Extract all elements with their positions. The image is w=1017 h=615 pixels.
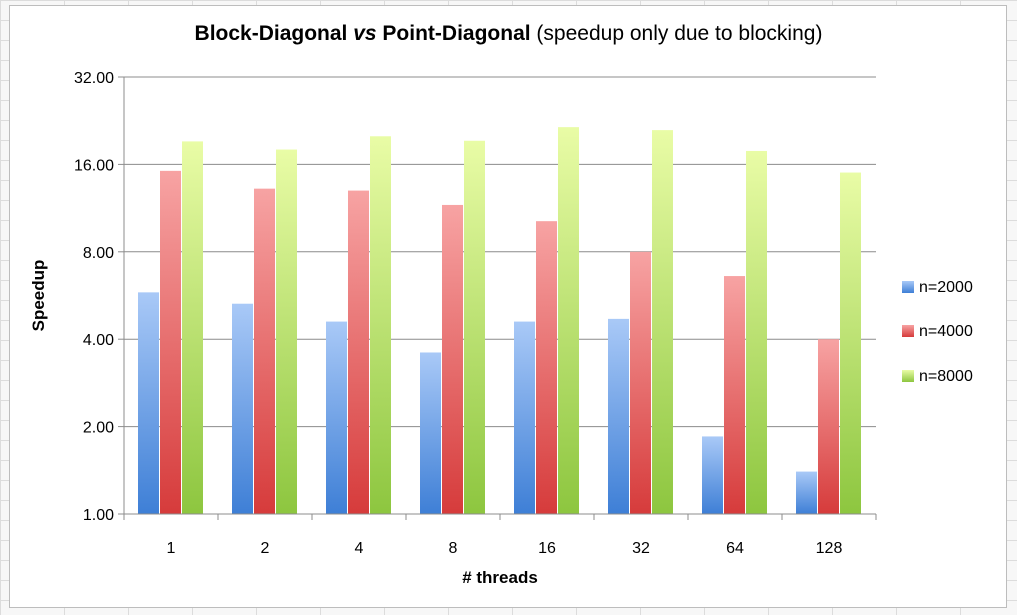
x-axis-title: # threads bbox=[462, 568, 538, 587]
chart-title-part: Point-Diagonal bbox=[376, 22, 531, 45]
bar-n=8000-1 bbox=[182, 141, 203, 514]
bar-n=2000-1 bbox=[138, 292, 159, 514]
bar-n=2000-64 bbox=[702, 436, 723, 514]
bar-n=4000-16 bbox=[536, 221, 557, 514]
legend-swatch-n=4000 bbox=[902, 325, 914, 337]
y-tick-label: 8.00 bbox=[83, 245, 114, 262]
bar-n=4000-32 bbox=[630, 251, 651, 515]
legend-label: n=2000 bbox=[919, 279, 973, 296]
bar-n=4000-8 bbox=[442, 204, 463, 514]
legend-swatch-n=8000 bbox=[902, 370, 914, 382]
y-tick-label: 1.00 bbox=[83, 507, 114, 524]
chart-title-part: (speedup only due to blocking) bbox=[530, 22, 823, 45]
bar-n=4000-64 bbox=[724, 276, 745, 514]
x-tick-label: 8 bbox=[449, 540, 458, 557]
bar-n=4000-2 bbox=[254, 188, 275, 514]
legend-label: n=4000 bbox=[919, 323, 973, 340]
y-axis-title: Speedup bbox=[29, 260, 48, 332]
x-tick-label: 4 bbox=[355, 540, 364, 557]
x-tick-label: 128 bbox=[816, 540, 843, 557]
bar-n=2000-2 bbox=[232, 303, 253, 514]
x-tick-label: 64 bbox=[726, 540, 744, 557]
legend-label: n=8000 bbox=[919, 368, 973, 385]
bar-n=8000-4 bbox=[370, 136, 391, 514]
bar-n=8000-16 bbox=[558, 127, 579, 514]
bar-n=8000-32 bbox=[652, 130, 673, 514]
bar-n=4000-4 bbox=[348, 190, 369, 514]
bar-n=2000-32 bbox=[608, 318, 629, 514]
y-tick-label: 4.00 bbox=[83, 332, 114, 349]
bar-n=4000-128 bbox=[818, 339, 839, 514]
x-tick-label: 1 bbox=[167, 540, 176, 557]
bar-n=2000-8 bbox=[420, 352, 441, 514]
legend-swatch-n=2000 bbox=[902, 281, 914, 293]
chart-title-part: Block-Diagonal bbox=[194, 22, 354, 45]
bar-n=8000-2 bbox=[276, 149, 297, 514]
chart-title: Block-Diagonal vs Point-Diagonal (speedu… bbox=[0, 22, 1017, 46]
chart-title-part: vs bbox=[353, 22, 377, 45]
x-tick-label: 32 bbox=[632, 540, 650, 557]
bar-n=8000-64 bbox=[746, 150, 767, 515]
y-tick-label: 16.00 bbox=[74, 157, 114, 174]
bar-n=8000-128 bbox=[840, 172, 861, 514]
x-tick-label: 2 bbox=[261, 540, 270, 557]
bar-n=2000-16 bbox=[514, 321, 535, 514]
y-tick-label: 2.00 bbox=[83, 420, 114, 437]
bar-n=2000-4 bbox=[326, 321, 347, 514]
bar-n=4000-1 bbox=[160, 170, 181, 514]
bar-n=8000-8 bbox=[464, 140, 485, 514]
x-tick-label: 16 bbox=[538, 540, 556, 557]
y-tick-label: 32.00 bbox=[74, 70, 114, 87]
bar-n=2000-128 bbox=[796, 471, 817, 514]
